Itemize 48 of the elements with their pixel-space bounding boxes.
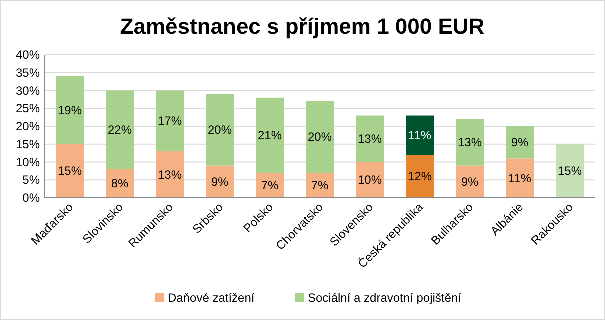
y-tick-label: 30% <box>16 84 40 98</box>
bar <box>406 155 434 198</box>
bar <box>556 144 584 198</box>
bar <box>306 101 334 173</box>
data-label: 9% <box>511 136 529 150</box>
data-label: 13% <box>358 132 382 146</box>
data-label: 15% <box>58 164 82 178</box>
data-label: 19% <box>58 103 82 118</box>
data-label: 20% <box>208 123 232 138</box>
data-label: 9% <box>211 174 229 189</box>
data-label: 21% <box>258 128 282 142</box>
data-label: 15% <box>558 164 582 178</box>
data-label: 17% <box>158 114 182 128</box>
bar <box>156 90 184 152</box>
data-label: 7% <box>261 178 279 192</box>
legend-label: Daňové zatížení <box>168 291 256 305</box>
bar <box>506 126 534 159</box>
data-label: 11% <box>508 171 532 186</box>
y-tick-label: 20% <box>16 120 40 134</box>
y-tick-label: 25% <box>16 102 40 116</box>
data-label: 12% <box>408 170 432 184</box>
data-label: 11% <box>408 128 432 142</box>
bar <box>56 76 84 144</box>
y-tick-label: 15% <box>16 137 40 152</box>
data-label: 22% <box>108 123 132 138</box>
y-tick-label: 5% <box>22 173 40 188</box>
data-label: 7% <box>311 178 329 192</box>
y-tick-label: 0% <box>22 191 40 205</box>
bar <box>106 90 134 170</box>
bar <box>506 158 534 198</box>
chart-title: Zaměstnanec s příjmem 1 000 EUR <box>120 14 485 39</box>
data-label: 9% <box>461 174 479 189</box>
bar <box>56 144 84 198</box>
data-label: 10% <box>358 173 382 188</box>
bar <box>256 98 284 173</box>
data-label: 20% <box>308 130 332 144</box>
bar <box>356 116 384 162</box>
y-tick-label: 10% <box>16 155 40 170</box>
y-tick-label: 35% <box>16 66 40 80</box>
bar <box>206 94 234 166</box>
bar <box>406 116 434 156</box>
legend-label: Sociální a zdravotní pojištění <box>308 291 462 305</box>
data-label: 13% <box>158 168 182 182</box>
data-label: 13% <box>458 136 482 150</box>
bar <box>156 152 184 198</box>
data-label: 8% <box>111 176 129 191</box>
bar <box>456 119 484 166</box>
y-tick-label: 40% <box>16 48 40 62</box>
